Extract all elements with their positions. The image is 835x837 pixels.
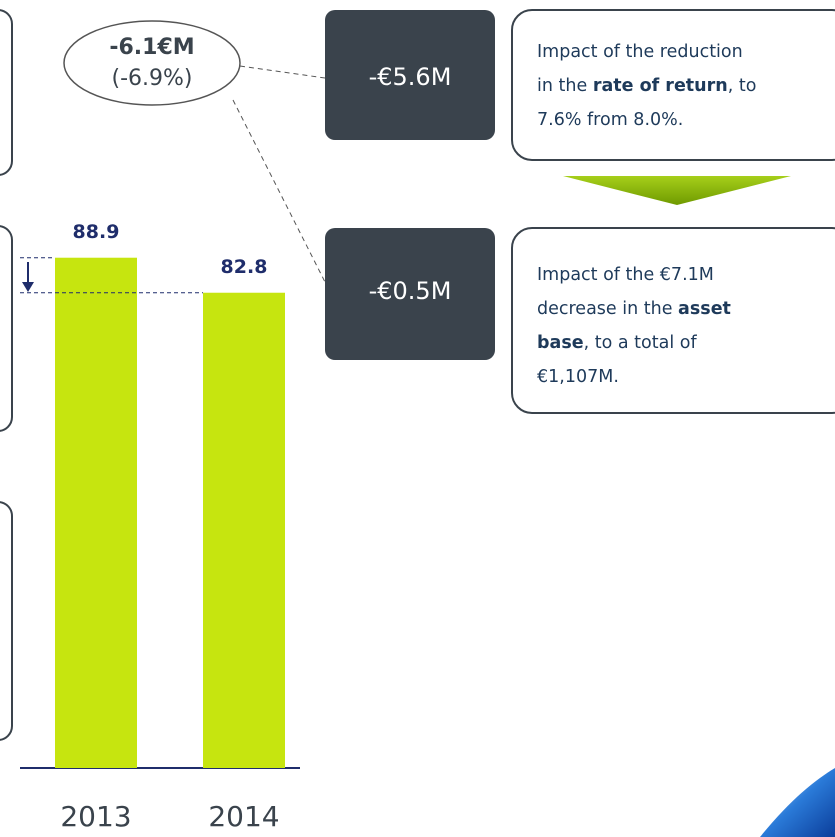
explanation-segment: decrease in the [537,299,678,319]
total-amount: -6.1€M [109,35,194,60]
explanation-segment: 7.6% from 8.0%. [537,110,683,130]
x-tick-label: 2014 [208,800,279,833]
explanation-segment: base [537,333,584,353]
value-label: 82.8 [221,256,268,278]
explanation-segment: asset [678,299,731,319]
explanation-line: Impact of the €7.1M [537,265,714,285]
bar [55,257,137,768]
explanation-line: in the rate of return, to [537,76,756,96]
x-tick-label: 2013 [60,800,131,833]
explanation-line: base, to a total of [537,333,697,353]
explanation-segment: Impact of the €7.1M [537,265,714,285]
explanation-line: 7.6% from 8.0%. [537,110,683,130]
amount-box [325,10,495,140]
cut-box [0,225,13,432]
explanation-line: decrease in the asset [537,299,731,319]
explanation-box [511,227,835,414]
explanation-box [511,9,835,161]
decoration [760,768,835,837]
cut-box [0,9,13,176]
down-arrow [563,176,791,205]
connector [239,65,326,79]
explanation-line: €1,107M. [537,367,619,387]
amount-text: -€5.6M [369,63,452,91]
explanation-line: Impact of the reduction [537,42,743,62]
cut-box [0,501,13,741]
explanation-segment: , to a total of [584,333,698,353]
value-label: 88.9 [73,221,120,243]
total-percent: (-6.9%) [112,66,193,91]
explanation-segment: in the [537,76,593,96]
explanation-segment: rate of return [593,76,728,96]
drop-arrow-head [22,282,34,292]
amount-box [325,228,495,360]
bar [203,292,285,768]
explanation-segment: €1,107M. [537,367,619,387]
explanation-segment: Impact of the reduction [537,42,743,62]
explanation-segment: , to [728,76,757,96]
total-ellipse [63,20,241,106]
amount-text: -€0.5M [369,277,452,305]
connector [232,99,326,283]
